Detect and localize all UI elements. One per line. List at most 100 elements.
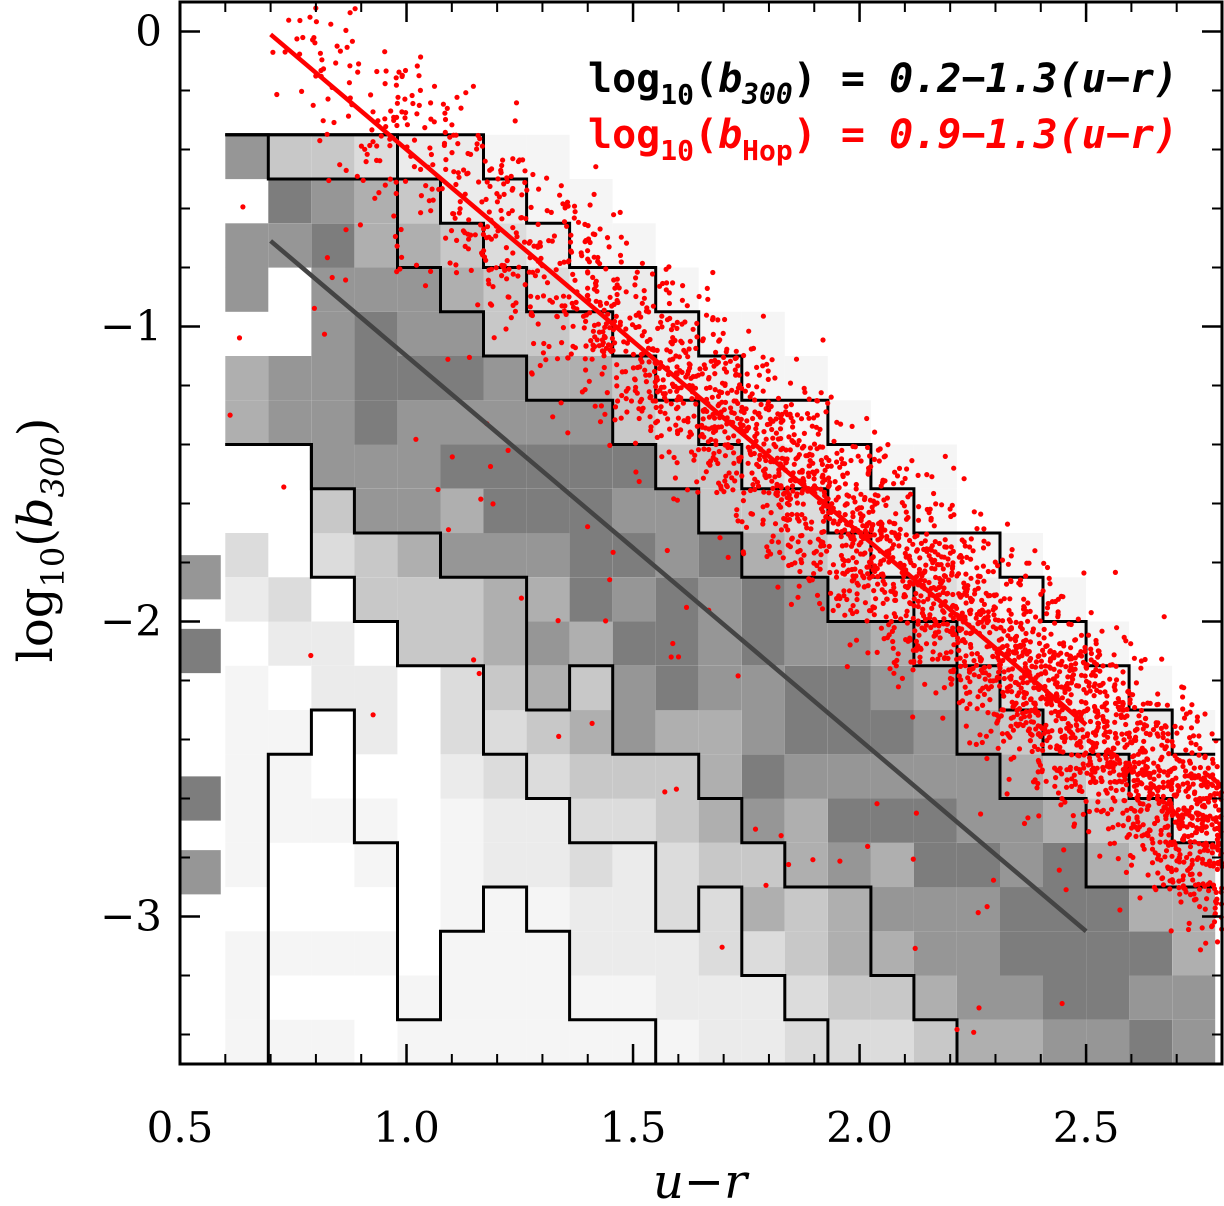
hist-bin (784, 710, 828, 755)
hist-bin (612, 931, 656, 976)
scatter-point (694, 479, 700, 485)
scatter-point (967, 701, 973, 707)
scatter-point (747, 487, 754, 494)
scatter-point (741, 490, 747, 496)
scatter-point (333, 60, 339, 66)
scatter-point (1041, 560, 1047, 566)
scatter-point (1214, 866, 1220, 873)
hist-bin (397, 311, 441, 356)
scatter-point (1191, 765, 1197, 771)
scatter-point (760, 388, 766, 394)
hist-bin (526, 134, 570, 180)
scatter-point (1210, 816, 1216, 822)
scatter-point (706, 414, 713, 420)
scatter-point (1155, 817, 1161, 824)
hist-bin (698, 621, 742, 666)
scatter-point (674, 364, 680, 370)
scatter-point (1008, 723, 1014, 729)
hist-bin (698, 798, 742, 843)
scatter-point (1180, 763, 1186, 770)
scatter-point (1058, 650, 1064, 656)
scatter-point (820, 518, 827, 524)
scatter-point (956, 625, 962, 631)
scatter-point (586, 378, 592, 384)
scatter-point (710, 331, 716, 337)
scatter-point (797, 568, 803, 575)
scatter-point (1209, 850, 1215, 856)
scatter-point (536, 186, 542, 192)
scatter-point (637, 364, 643, 370)
scatter-point (623, 240, 630, 246)
hist-bin (827, 665, 871, 711)
scatter-point (785, 542, 791, 548)
hist-bin (569, 1019, 613, 1065)
scatter-point (442, 116, 449, 123)
scatter-point (1176, 817, 1182, 823)
hist-bin (440, 311, 484, 356)
hist-bin (440, 665, 484, 711)
scatter-point (549, 299, 556, 305)
scatter-point (1112, 682, 1118, 688)
scatter-point (609, 335, 616, 342)
scatter-point (801, 430, 808, 436)
scatter-point (1209, 822, 1215, 828)
scatter-point (1001, 628, 1007, 634)
scatter-point (695, 372, 702, 378)
scatter-point (735, 673, 741, 679)
scatter-point (1150, 727, 1157, 733)
scatter-point (948, 681, 954, 687)
scatter-point (1076, 753, 1082, 759)
scatter-point (1178, 725, 1184, 731)
scatter-point (1148, 781, 1154, 787)
scatter-point (579, 389, 586, 395)
scatter-point (868, 528, 874, 534)
legend-bhop: log10(bHop) = 0.9−1.3(u−r) (588, 112, 1178, 167)
scatter-point (709, 317, 716, 323)
scatter-point (516, 264, 522, 270)
scatter-point (399, 73, 405, 80)
scatter-point (1123, 763, 1129, 770)
scatter-point (357, 222, 363, 228)
scatter-point (675, 430, 681, 437)
scatter-point (613, 313, 619, 319)
scatter-point (751, 450, 757, 457)
scatter-point (1102, 689, 1108, 695)
scatter-point (1111, 840, 1117, 846)
scatter-point (813, 424, 820, 430)
scatter-point (554, 313, 560, 319)
scatter-point (990, 624, 996, 630)
scatter-point (510, 271, 516, 277)
scatter-point (588, 338, 594, 344)
hist-bin (354, 577, 398, 622)
scatter-point (1133, 788, 1139, 794)
scatter-point (1103, 700, 1110, 706)
scatter-point (1181, 837, 1187, 843)
hist-bin (354, 533, 398, 578)
scatter-point (1024, 680, 1030, 686)
scatter-point (824, 548, 830, 554)
scatter-point (355, 69, 361, 75)
scatter-point (325, 96, 331, 102)
scatter-point (773, 430, 780, 436)
scatter-point (975, 573, 981, 579)
scatter-point (937, 652, 943, 658)
scatter-point (1057, 748, 1063, 754)
scatter-point (377, 158, 383, 164)
scatter-point (367, 142, 373, 149)
scatter-point (1007, 596, 1013, 602)
hist-bin (612, 842, 656, 888)
scatter-point (1025, 600, 1031, 606)
scatter-point (832, 479, 838, 485)
scatter-point (1208, 781, 1214, 787)
scatter-point (1201, 847, 1207, 853)
scatter-point (347, 10, 353, 16)
scatter-point (482, 158, 488, 164)
scatter-point (903, 509, 909, 515)
scatter-point (422, 283, 429, 289)
scatter-point (1140, 801, 1146, 807)
scatter-point (923, 641, 930, 647)
scatter-point (920, 599, 927, 605)
hist-bin (827, 1019, 871, 1065)
scatter-point (1007, 683, 1013, 689)
hist-bin (354, 267, 398, 312)
